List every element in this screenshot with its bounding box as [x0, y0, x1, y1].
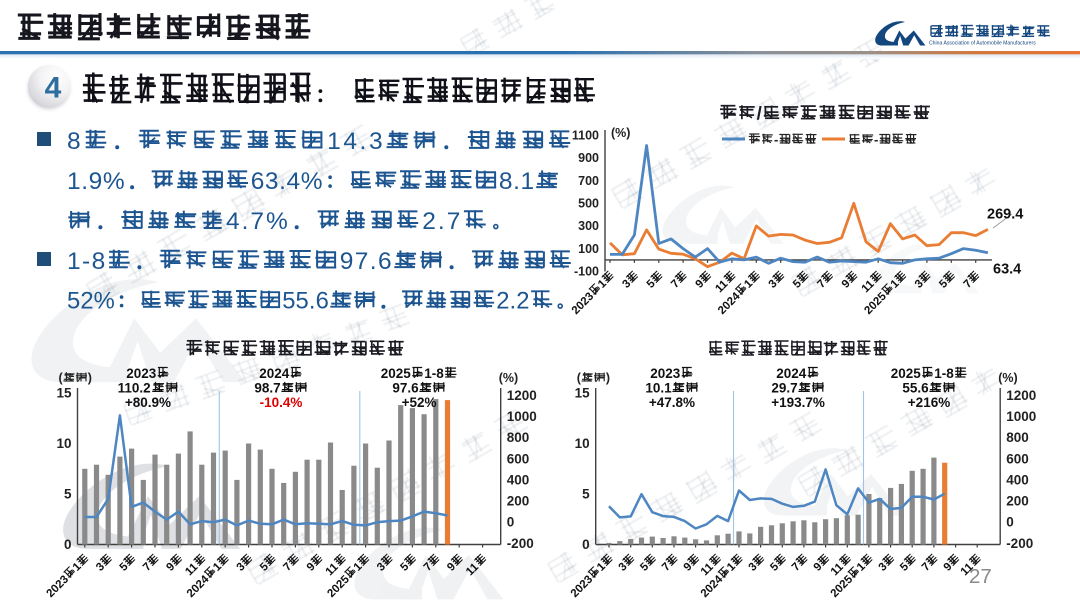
svg-text:(%): (%) [499, 371, 518, 385]
svg-text:400: 400 [507, 472, 530, 487]
svg-text:/: / [757, 103, 763, 124]
svg-text:800: 800 [1006, 430, 1029, 445]
svg-text:(%): (%) [998, 371, 1017, 385]
svg-text:-200: -200 [507, 536, 534, 551]
svg-text:5: 5 [582, 487, 590, 502]
svg-text:-100: -100 [574, 264, 599, 278]
svg-text:10.1: 10.1 [645, 381, 672, 396]
svg-text:1000: 1000 [507, 409, 537, 424]
svg-text:2.7: 2.7 [422, 208, 462, 235]
svg-text:1200: 1200 [1006, 388, 1036, 403]
svg-text:0: 0 [582, 537, 590, 552]
svg-text:55.6: 55.6 [902, 381, 929, 396]
svg-text:400: 400 [1006, 472, 1029, 487]
svg-text:2025: 2025 [381, 366, 412, 381]
svg-text:110.2: 110.2 [118, 381, 151, 396]
svg-text:10: 10 [575, 436, 590, 451]
svg-text:+216%: +216% [908, 395, 950, 410]
svg-text:8: 8 [67, 128, 83, 155]
svg-text:800: 800 [507, 430, 530, 445]
svg-text:63.4%: 63.4% [251, 168, 323, 195]
svg-text:+47.8%: +47.8% [649, 395, 695, 410]
svg-text:-200: -200 [1006, 536, 1033, 551]
svg-text:5: 5 [64, 487, 72, 502]
svg-text:98.7: 98.7 [254, 381, 280, 396]
svg-text:100: 100 [578, 242, 599, 256]
svg-text:27: 27 [969, 565, 992, 588]
svg-text:(: ( [577, 371, 582, 385]
svg-text:(: ( [59, 371, 64, 385]
svg-text:): ) [606, 371, 610, 385]
svg-text:200: 200 [507, 494, 530, 509]
svg-text:1-8: 1-8 [934, 366, 954, 381]
svg-text:63.4: 63.4 [993, 262, 1021, 278]
svg-text:14.3: 14.3 [327, 128, 385, 155]
svg-text:+193.7%: +193.7% [771, 395, 825, 410]
svg-text:10: 10 [56, 436, 71, 451]
svg-text:29.7: 29.7 [771, 381, 797, 396]
svg-text:200: 200 [1006, 494, 1029, 509]
svg-text:15: 15 [56, 386, 72, 401]
svg-text:1100: 1100 [572, 129, 599, 143]
svg-text:-: - [774, 132, 778, 147]
svg-text:55.6: 55.6 [282, 288, 329, 315]
svg-text:2025: 2025 [891, 366, 922, 381]
svg-text:+52%: +52% [402, 395, 437, 410]
svg-text:1000: 1000 [1006, 409, 1036, 424]
svg-text:+80.9%: +80.9% [125, 395, 171, 410]
svg-text:52%: 52% [67, 288, 115, 315]
svg-text:-10.4%: -10.4% [260, 395, 303, 410]
svg-text:97.6: 97.6 [392, 381, 419, 396]
svg-text:2.2: 2.2 [496, 288, 529, 315]
svg-text:0: 0 [1006, 515, 1014, 530]
svg-text:2023: 2023 [650, 366, 681, 381]
svg-text:15: 15 [575, 386, 591, 401]
svg-text:8.1: 8.1 [499, 168, 535, 195]
svg-text:China Association of Automobil: China Association of Automobile Manufact… [929, 41, 1036, 47]
svg-text:600: 600 [507, 451, 530, 466]
svg-text:): ) [88, 371, 92, 385]
svg-text:1.9%: 1.9% [67, 168, 125, 195]
svg-text:97.6: 97.6 [340, 248, 393, 275]
svg-text:-: - [874, 132, 878, 147]
svg-text:269.4: 269.4 [987, 207, 1023, 223]
svg-text:0: 0 [507, 515, 515, 530]
svg-text:(%): (%) [611, 126, 630, 140]
svg-text:500: 500 [578, 196, 599, 210]
svg-text:2024: 2024 [259, 366, 290, 381]
svg-text:900: 900 [578, 151, 599, 165]
svg-text:4.7%: 4.7% [226, 208, 290, 235]
svg-text:2023: 2023 [126, 366, 157, 381]
svg-text:300: 300 [578, 219, 599, 233]
svg-text:1-8: 1-8 [67, 248, 107, 275]
svg-text:4: 4 [45, 72, 62, 105]
svg-text:1-8: 1-8 [424, 366, 444, 381]
svg-text:2024: 2024 [776, 366, 807, 381]
svg-text:1200: 1200 [507, 388, 537, 403]
svg-text:600: 600 [1006, 451, 1029, 466]
svg-text:700: 700 [578, 174, 599, 188]
svg-text:0: 0 [64, 537, 72, 552]
